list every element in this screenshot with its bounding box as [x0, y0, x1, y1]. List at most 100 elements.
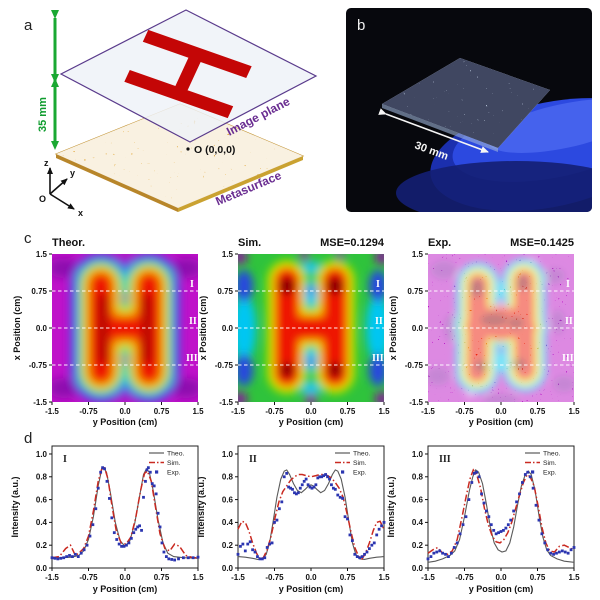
section-label-1: I: [376, 279, 380, 290]
lineplot-section-2: II -1.5 -0.75 0.0 0.75 1.5 1.0 0.8 0.6 0.4 0.2 0.0…: [196, 445, 390, 594]
svg-text:0.75: 0.75: [530, 573, 546, 582]
svg-text:0.4: 0.4: [36, 518, 48, 527]
svg-text:0.0: 0.0: [305, 407, 317, 416]
svg-text:0.2: 0.2: [412, 541, 424, 550]
svg-text:0.0: 0.0: [495, 407, 507, 416]
svg-text:-0.75: -0.75: [215, 361, 234, 370]
svg-text:0.75: 0.75: [154, 407, 170, 416]
svg-text:-0.75: -0.75: [265, 573, 284, 582]
image-plane-3d: [59, 9, 318, 143]
svg-text:0.75: 0.75: [407, 287, 423, 296]
svg-text:0.0: 0.0: [412, 564, 424, 573]
svg-text:-1.5: -1.5: [231, 573, 245, 582]
plot-numeral: I: [63, 454, 67, 465]
svg-text:0.75: 0.75: [340, 573, 356, 582]
svg-text:0.75: 0.75: [154, 573, 170, 582]
y-axis-title: x Position (cm): [12, 296, 22, 361]
coordinate-axes: z y x O: [39, 158, 83, 218]
svg-text:0.0: 0.0: [412, 324, 424, 333]
svg-text:1.0: 1.0: [412, 450, 424, 459]
section-label-3: III: [372, 353, 384, 364]
panel-c-label: c: [24, 230, 32, 247]
x-axis-title: y Position (cm): [279, 584, 344, 594]
axis-ticks: -1.5 -0.75 0.0 0.75 1.5 1.5 0.75 0.0 -0.75 -1.5: [405, 250, 580, 416]
y-axis-title: Intensity (a.u.): [386, 476, 396, 537]
legend-theo: Theo.: [353, 451, 370, 458]
section-lines: I II III: [238, 279, 384, 366]
svg-text:0.4: 0.4: [412, 518, 424, 527]
x-axis-title: y Position (cm): [93, 417, 158, 427]
axis-ticks: -1.5 -0.75 0.0 0.75 1.5 1.0 0.8 0.6 0.4 0.2 0.0: [412, 450, 580, 582]
y-axis-label: y: [70, 168, 75, 178]
svg-text:0.0: 0.0: [36, 324, 48, 333]
svg-text:-1.5: -1.5: [421, 407, 435, 416]
h-letter: [124, 29, 252, 119]
z-axis-label: z: [44, 158, 49, 168]
heatmap-title: Exp.: [428, 237, 451, 249]
x-axis-title: y Position (cm): [469, 584, 534, 594]
lineplot-section-1: I -1.5 -0.75 0.0 0.75 1.51.00.80.60.40.20.0 …: [10, 445, 204, 594]
legend-sim: Sim.: [167, 460, 181, 467]
y-axis-title: x Position (cm): [198, 296, 208, 361]
panel-d-label: d: [24, 430, 32, 447]
scale-arrow: [378, 108, 489, 153]
axes-origin-label: O: [39, 194, 46, 204]
legend-theo: Theo.: [543, 451, 560, 458]
heatmap-title: Theor.: [52, 237, 85, 249]
heatmap-image-experimental: [428, 254, 574, 402]
svg-text:1.5: 1.5: [412, 250, 424, 259]
heatmap-mse: MSE=0.1425: [510, 237, 574, 249]
svg-text:-1.5: -1.5: [231, 407, 245, 416]
axis-ticks: -1.5 -0.75 0.0 0.75 1.5 1.5 0.75 0.0 -0.75 -1.5: [29, 250, 204, 416]
svg-text:0.75: 0.75: [530, 407, 546, 416]
axis-ticks: -1.5 -0.75 0.0 0.75 1.5 1.0 0.8 0.6 0.4 0.2 0.0: [222, 450, 390, 582]
svg-text:0.0: 0.0: [36, 564, 48, 573]
section-label-3: III: [186, 353, 198, 364]
section-label-1: I: [566, 279, 570, 290]
data-series: [236, 469, 386, 561]
svg-text:-0.75: -0.75: [29, 361, 48, 370]
svg-text:1.5: 1.5: [568, 573, 580, 582]
svg-text:1.0: 1.0: [222, 450, 234, 459]
lineplot-section-3: III -1.5 -0.75 0.0 0.75 1.5 1.0 0.8 0.6 0.4 0.2 0.…: [386, 445, 580, 594]
svg-text:-1.5: -1.5: [33, 398, 47, 407]
svg-text:0.8: 0.8: [36, 473, 48, 482]
svg-text:0.75: 0.75: [31, 287, 47, 296]
legend-theo: Theo.: [167, 451, 184, 458]
svg-text:1.5: 1.5: [378, 407, 390, 416]
panel-b-photo: 30 mm b: [346, 8, 592, 212]
heatmap-title: Sim.: [238, 237, 261, 249]
section-lines: I II III: [428, 279, 574, 366]
svg-text:1.5: 1.5: [568, 407, 580, 416]
svg-text:0.4: 0.4: [222, 518, 234, 527]
legend-exp: Exp.: [167, 470, 181, 477]
x-axis-title: y Position (cm): [469, 417, 534, 427]
legend: Theo. Sim. Exp.: [149, 451, 184, 477]
legend-sim: Sim.: [543, 460, 557, 467]
data-series: [50, 466, 200, 562]
svg-text:1.5: 1.5: [222, 250, 234, 259]
svg-text:-0.75: -0.75: [455, 573, 474, 582]
section-label-2: II: [189, 316, 197, 327]
svg-text:-1.5: -1.5: [409, 398, 423, 407]
origin-label: O (0,0,0): [194, 144, 235, 156]
x-axis-title: y Position (cm): [279, 417, 344, 427]
origin-dot: [186, 147, 190, 151]
panel-a-label: a: [24, 17, 33, 34]
svg-text:0.6: 0.6: [36, 495, 48, 504]
svg-text:0.2: 0.2: [36, 541, 48, 550]
legend-sim: Sim.: [353, 460, 367, 467]
y-axis-title: x Position (cm): [388, 296, 398, 361]
distance-label: 35 mm: [37, 97, 49, 132]
svg-text:0.8: 0.8: [222, 473, 234, 482]
svg-text:0.0: 0.0: [222, 324, 234, 333]
section-label-1: I: [190, 279, 194, 290]
svg-text:1.5: 1.5: [192, 407, 204, 416]
svg-text:0.0: 0.0: [305, 573, 317, 582]
heatmap-experimental: Exp. MSE=0.1425: [388, 237, 580, 427]
svg-text:1.5: 1.5: [192, 573, 204, 582]
plot-numeral: III: [439, 454, 451, 465]
section-label-3: III: [562, 353, 574, 364]
